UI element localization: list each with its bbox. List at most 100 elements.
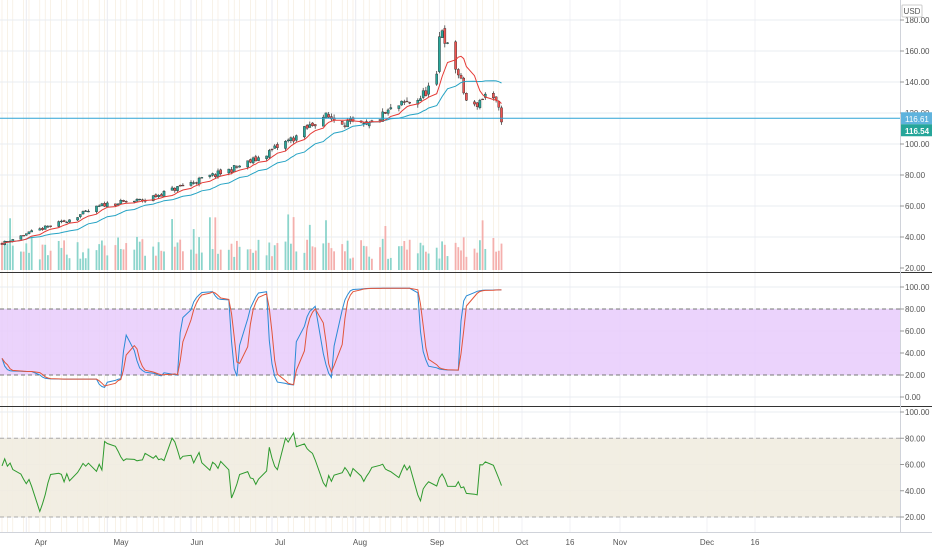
currency-box — [901, 4, 923, 18]
time-axis-label: 16 — [751, 538, 760, 547]
candle-body — [157, 194, 160, 197]
candle-body — [219, 169, 223, 175]
candle-body — [397, 105, 401, 109]
candle-body — [389, 107, 393, 110]
volume-bar — [292, 217, 295, 270]
volume-bar — [176, 242, 179, 270]
candle-body — [173, 187, 177, 191]
candle-body — [135, 198, 139, 202]
candle-body — [303, 126, 306, 138]
volume-bar — [119, 248, 122, 270]
volume-bar — [63, 240, 65, 270]
volume-bar — [257, 239, 260, 270]
candle-body — [159, 194, 163, 197]
axis-tick-label: 40.00 — [905, 349, 926, 358]
volume-bar — [465, 256, 468, 270]
candle-body — [57, 221, 60, 227]
volume-bar — [1, 241, 3, 270]
candle-body — [473, 101, 476, 105]
volume-bar — [387, 258, 389, 270]
time-axis-label: 16 — [566, 538, 575, 547]
volume-bar — [236, 240, 238, 270]
volume-bar — [481, 220, 484, 270]
volume-bar — [398, 246, 400, 270]
axis-tick-label: 20.00 — [905, 513, 926, 522]
candle-body — [232, 165, 236, 172]
volume-bar — [28, 252, 30, 270]
axis-tick-label: 80.00 — [905, 171, 926, 180]
volume-bar — [362, 245, 365, 270]
candle-body — [403, 101, 406, 103]
axis-tick-label: 140.00 — [905, 78, 930, 87]
candle-body — [405, 100, 409, 103]
volume-bar — [254, 250, 257, 270]
candle-body — [43, 225, 47, 230]
volume-bar — [252, 252, 254, 270]
candle-body — [340, 121, 344, 125]
volume-bar — [209, 217, 211, 270]
indicator-bands — [0, 308, 900, 518]
candle-body — [105, 202, 109, 207]
volume-bar — [346, 240, 349, 270]
candle-body — [132, 200, 136, 203]
candle-body — [192, 182, 196, 184]
candle-body — [216, 170, 220, 177]
candle-body — [41, 228, 44, 230]
volume-bar — [47, 255, 49, 270]
candle-body — [327, 114, 331, 118]
volume-bar — [416, 253, 419, 270]
candle-body — [176, 186, 179, 191]
volume-bar — [419, 242, 422, 270]
time-axis-label: Dec — [700, 538, 714, 547]
candle-body — [211, 173, 214, 176]
volume-bar — [341, 244, 344, 270]
time-axis-label: Oct — [516, 538, 529, 547]
hline-price-label: 116.61 — [905, 115, 929, 124]
volume-bar — [497, 250, 500, 270]
volume-bar — [163, 251, 165, 270]
volume-bar — [273, 245, 276, 270]
volume-bar — [22, 251, 25, 270]
volume-bar — [495, 251, 497, 270]
candle-body — [227, 168, 231, 174]
axis-tick-label: 180.00 — [905, 16, 930, 25]
volume-bar — [6, 243, 9, 270]
volume-bar — [492, 237, 495, 270]
candle-body — [481, 98, 484, 101]
volume-bar — [171, 219, 173, 270]
volume-bar — [454, 242, 457, 270]
volume-bar — [306, 239, 308, 270]
volume-bar — [238, 246, 241, 270]
volume-bar — [87, 248, 90, 270]
candle-body — [440, 30, 444, 38]
volume-bar — [198, 237, 200, 270]
volume-bar — [327, 242, 330, 270]
volume-bar — [441, 241, 443, 270]
candle-body — [116, 203, 120, 206]
volume-bar — [422, 245, 425, 270]
volume-bar — [9, 218, 11, 270]
volume-bar — [60, 247, 63, 270]
time-axis-label: Jul — [275, 538, 285, 547]
candle-body — [197, 177, 201, 185]
candle-body — [81, 211, 85, 215]
candle-body — [343, 125, 347, 127]
candle-body — [95, 205, 98, 212]
volume-bar — [38, 259, 41, 270]
volume-bar — [344, 251, 346, 270]
volume-bar — [11, 245, 14, 270]
volume-bar — [20, 251, 22, 270]
candle-body — [249, 159, 252, 163]
axis-tick-label: 80.00 — [905, 305, 926, 314]
candle-body — [162, 191, 166, 197]
volume-bar — [479, 240, 481, 270]
candle-body — [419, 98, 422, 102]
rsi-band — [0, 438, 900, 517]
candle-body — [154, 194, 158, 197]
candle-body — [22, 235, 25, 237]
volume-bar — [325, 220, 327, 270]
volume-bar — [295, 251, 298, 270]
volume-bar — [182, 251, 184, 270]
